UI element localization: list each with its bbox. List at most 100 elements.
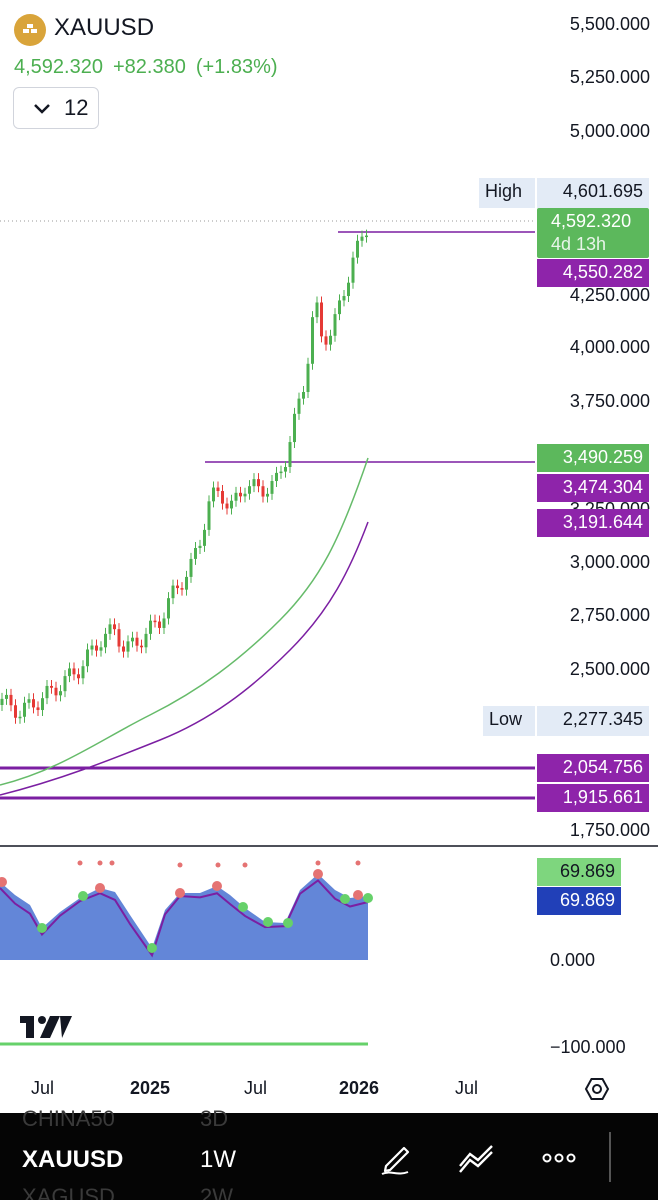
candle-body (333, 314, 337, 336)
chart-canvas[interactable] (0, 0, 658, 1113)
osc-tick-zero: 0.000 (550, 950, 596, 970)
candle-body (306, 363, 310, 392)
ma-green-line (0, 457, 369, 786)
oscillator-signal-dot (78, 891, 88, 901)
ghost-symbol-below: XAGUSD (22, 1184, 115, 1200)
candle-body (153, 620, 157, 623)
toolbar-divider (609, 1132, 611, 1182)
ghost-interval-below: 2W (200, 1184, 233, 1200)
candle-body (194, 547, 197, 559)
candle-body (270, 481, 274, 494)
oscillator-signal-dot (283, 918, 293, 928)
oscillator-signal-dot (313, 869, 323, 879)
oscillator-top-marker (97, 860, 103, 866)
candle-body (360, 236, 364, 241)
price-tick: 2,750.000 (569, 605, 650, 625)
candle-body (266, 493, 269, 497)
oscillator-top-marker (315, 860, 321, 866)
time-label: Jul (31, 1078, 55, 1098)
oscillator-area (0, 874, 368, 960)
candle-body (45, 685, 49, 699)
oscillator-signal-dot (175, 888, 185, 898)
line-label-3490: 3,490.259 (537, 444, 649, 472)
oscillator-signal-dot (212, 881, 222, 891)
toolbar-interval[interactable]: 1W (200, 1146, 236, 1173)
candle-body (189, 558, 193, 577)
candle-body (216, 487, 220, 492)
candle-body (14, 705, 17, 718)
candle-body (72, 668, 76, 675)
high-value: 4,601.695 (537, 178, 649, 208)
current-price-value: 4,592.320 (551, 211, 632, 231)
ma-purple-line (0, 521, 369, 796)
candle-body (243, 493, 247, 497)
candle-body (5, 694, 8, 699)
line-label-1915: 1,915.661 (537, 784, 649, 812)
price-tick: 3,750.000 (569, 391, 650, 411)
candle-body (203, 529, 206, 546)
current-price-label: 4,592.320 4d 13h (537, 208, 649, 258)
ghost-symbol-above: CHINA50 (22, 1106, 115, 1128)
candle-body (225, 503, 229, 509)
candle-body (171, 585, 175, 599)
pencil-icon[interactable] (378, 1140, 414, 1176)
more-dots-icon[interactable] (541, 1140, 577, 1176)
oscillator-signal-dot (0, 877, 7, 887)
price-change: +82.380 (112, 56, 186, 78)
price-tick: 3,000.000 (569, 552, 650, 572)
oscillator-signal-dot (353, 890, 363, 900)
candle-body (0, 698, 4, 705)
candle-body (59, 691, 62, 696)
bottom-toolbar (0, 1113, 658, 1200)
oscillator-signal-dot (37, 923, 47, 933)
price-tick: 3,250.000 (569, 499, 650, 509)
candle-body (50, 685, 53, 688)
candle-body (311, 317, 314, 364)
chevron-down-icon (34, 104, 50, 114)
oscillator-top-marker (77, 860, 83, 866)
candle-body (140, 645, 143, 648)
candle-body (167, 598, 170, 619)
oscillator-top-marker (215, 862, 221, 868)
candle-body (351, 257, 355, 283)
candle-body (180, 588, 184, 590)
candle-body (32, 699, 35, 708)
oscillator-signal-dot (238, 902, 248, 912)
price-tick: 2,500.000 (569, 659, 650, 679)
candle-body (207, 501, 211, 530)
candle-body (176, 585, 179, 589)
candle-body (338, 300, 341, 315)
candle-body (275, 472, 278, 482)
interval-dropdown[interactable]: 12 (13, 87, 99, 129)
candle-body (68, 668, 71, 677)
oscillator-top-marker (109, 860, 115, 866)
time-label: 2025 (130, 1078, 171, 1098)
line-label-4550: 4,550.282 (537, 259, 649, 287)
symbol-title[interactable]: XAUUSD (54, 14, 155, 41)
line-label-3191: 3,191.644 (537, 509, 649, 537)
candle-body (234, 492, 238, 501)
candle-body (356, 240, 359, 258)
candle-body (18, 716, 22, 719)
candle-body (135, 637, 139, 646)
settings-hex-icon[interactable] (584, 1078, 610, 1100)
trendline-icon[interactable] (458, 1140, 494, 1176)
candle-body (81, 666, 85, 679)
candle-body (261, 486, 265, 497)
oscillator-top-marker (355, 860, 361, 866)
candle-body (302, 391, 305, 399)
toolbar-symbol[interactable]: XAUUSD (22, 1146, 124, 1173)
candle-body (95, 645, 98, 651)
oscillator-signal-dot (263, 917, 273, 927)
oscillator-signal-dot (340, 894, 350, 904)
candle-body (365, 235, 368, 238)
time-label: Jul (455, 1078, 479, 1098)
low-value: 2,277.345 (537, 706, 649, 736)
line-label-3474: 3,474.304 (537, 474, 649, 502)
candlestick-series (0, 229, 368, 724)
tradingview-logo-icon (20, 1016, 72, 1038)
oscillator-signal-dot (95, 883, 105, 893)
osc-tick-neg: −100.000 (550, 1037, 626, 1057)
candle-body (185, 576, 188, 590)
candle-body (315, 302, 319, 318)
